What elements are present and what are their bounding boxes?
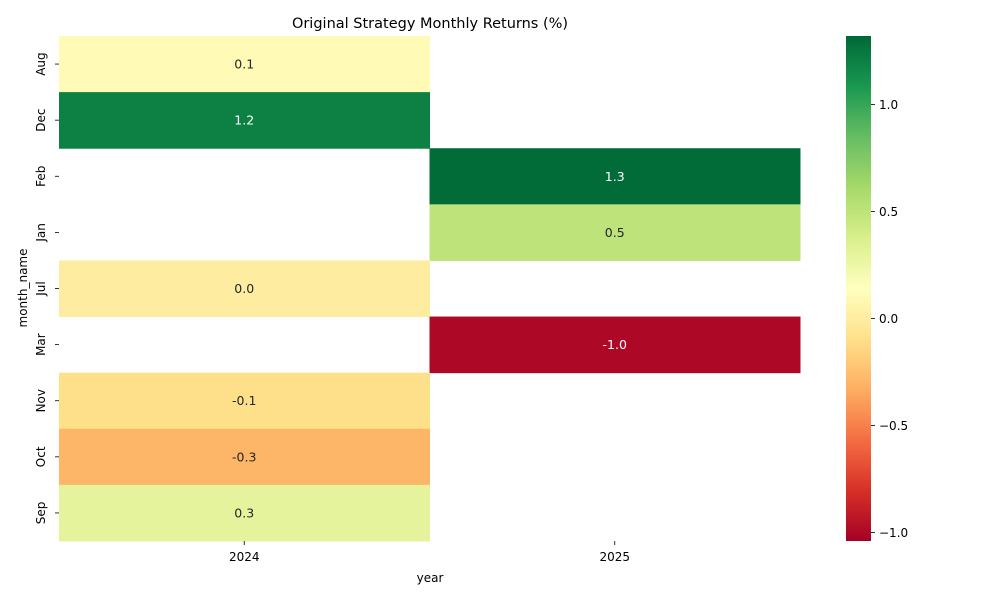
y-tick-label: Oct xyxy=(34,446,48,467)
heatmap-cell xyxy=(59,484,430,542)
cell-value-label: 0.5 xyxy=(605,225,625,240)
colorbar-gradient xyxy=(846,36,871,541)
cell-value-label: -0.3 xyxy=(232,449,256,464)
y-tick-label: Feb xyxy=(34,166,48,187)
colorbar-tick-label: 1.0 xyxy=(879,98,898,112)
colorbar-tick-label: −1.0 xyxy=(879,526,908,540)
x-axis: 2024 2025 xyxy=(229,541,630,564)
x-axis-label: year xyxy=(417,571,444,585)
cell-value-label: -0.1 xyxy=(232,393,256,408)
heatmap-cell xyxy=(59,428,430,486)
y-tick-label: Aug xyxy=(34,52,48,75)
y-tick-label: Dec xyxy=(34,109,48,132)
y-tick-label: Mar xyxy=(34,333,48,356)
heatmap-cell xyxy=(59,92,430,149)
cell-value-label: 0.3 xyxy=(234,505,254,520)
x-tick-label: 2024 xyxy=(229,550,260,564)
heatmap-cell xyxy=(429,148,801,205)
cell-value-label: 0.0 xyxy=(234,281,254,296)
y-tick-label: Jan xyxy=(34,223,48,243)
heatmap-cells xyxy=(59,36,801,542)
colorbar-tick-label: 0.5 xyxy=(879,205,898,219)
colorbar-tick-label: −0.5 xyxy=(879,419,908,433)
colorbar: −1.0 −0.5 0.0 0.5 1.0 xyxy=(846,36,908,541)
cell-value-label: 1.2 xyxy=(234,113,254,128)
cell-value-label: 0.1 xyxy=(234,57,254,72)
colorbar-tick-label: 0.0 xyxy=(879,312,898,326)
y-axis-label: month_name xyxy=(16,249,30,328)
chart-title: Original Strategy Monthly Returns (%) xyxy=(292,16,568,32)
heatmap-cell xyxy=(59,372,430,430)
y-axis: Aug Dec Feb Jan Jul Mar Nov Oct Sep xyxy=(34,52,59,524)
y-tick-label: Sep xyxy=(34,502,48,525)
y-tick-label: Nov xyxy=(34,389,48,412)
x-tick-label: 2025 xyxy=(599,550,630,564)
heatmap-cell xyxy=(59,36,430,93)
cell-value-label: -1.0 xyxy=(603,337,627,352)
y-tick-label: Jul xyxy=(34,281,48,296)
heatmap-cell xyxy=(429,204,801,261)
heatmap-cell xyxy=(429,316,801,374)
cell-value-label: 1.3 xyxy=(605,169,625,184)
heatmap-cell xyxy=(59,260,430,318)
heatmap-cell-labels: 0.1 1.2 1.3 0.5 0.0 -1.0 -0.1 -0.3 0.3 xyxy=(232,57,627,521)
